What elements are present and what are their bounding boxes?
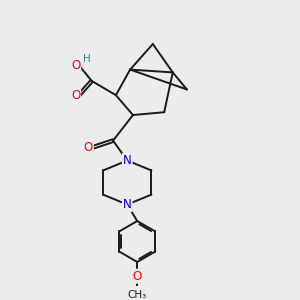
Text: O: O <box>133 270 142 283</box>
Text: O: O <box>71 89 80 102</box>
Text: CH₃: CH₃ <box>128 290 147 300</box>
Text: O: O <box>71 59 80 72</box>
Text: N: N <box>123 154 132 167</box>
Text: O: O <box>84 141 93 154</box>
Text: N: N <box>123 198 132 211</box>
Text: H: H <box>83 54 91 64</box>
